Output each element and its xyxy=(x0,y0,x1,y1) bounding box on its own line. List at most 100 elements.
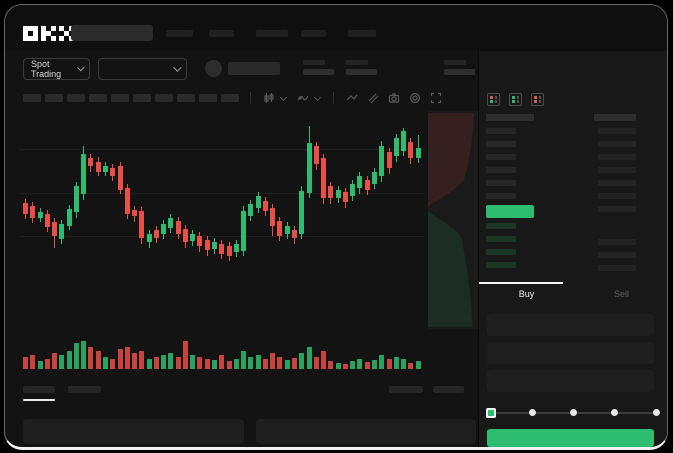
camera-icon[interactable] xyxy=(387,92,400,105)
tab-buy[interactable]: Buy xyxy=(518,289,535,299)
volume-bar xyxy=(255,355,261,369)
timeframe-button-placeholder[interactable] xyxy=(111,94,129,102)
toolbar-divider xyxy=(250,92,251,104)
bid-price-row[interactable] xyxy=(486,249,516,255)
slider-step-dot[interactable] xyxy=(652,409,660,416)
book-bids-icon[interactable] xyxy=(509,93,522,106)
order-input-placeholder[interactable] xyxy=(487,370,654,392)
ask-price-row[interactable] xyxy=(486,167,516,173)
bid-price-row[interactable] xyxy=(486,236,516,242)
timeframe-button-placeholder[interactable] xyxy=(89,94,107,102)
bottom-action-placeholder[interactable] xyxy=(433,386,464,393)
slider-step-dot[interactable] xyxy=(570,409,577,416)
timeframe-button-placeholder[interactable] xyxy=(155,94,173,102)
volume-bar xyxy=(124,347,130,369)
order-input-placeholder[interactable] xyxy=(487,314,654,336)
orderbook-left-header-placeholder xyxy=(486,114,534,121)
candle-body xyxy=(182,229,188,242)
ask-price-row[interactable] xyxy=(486,154,516,160)
ask-price-row[interactable] xyxy=(486,128,516,134)
okx-logo xyxy=(23,26,74,41)
volume-bar xyxy=(197,357,203,369)
nav-item-placeholder[interactable] xyxy=(166,30,193,37)
icon-col xyxy=(516,96,519,103)
volume-bar xyxy=(117,349,123,369)
search-input[interactable] xyxy=(71,25,153,41)
line-tool-icon[interactable] xyxy=(345,92,358,105)
bottom-input-placeholder[interactable] xyxy=(256,419,476,444)
volume-bar xyxy=(328,361,334,369)
pair-dropdown[interactable] xyxy=(98,58,187,80)
indicator-icon[interactable] xyxy=(296,92,309,105)
ask-price-row[interactable] xyxy=(486,180,516,186)
market-type-dropdown[interactable]: Spot Trading xyxy=(23,58,90,80)
orderbook-and-trade-panel: Buy Sell xyxy=(479,51,667,447)
ticker-stat-placeholder xyxy=(346,60,377,75)
candle-body xyxy=(350,184,356,196)
last-price-highlight[interactable] xyxy=(486,205,534,218)
candlestick-chart[interactable] xyxy=(19,113,425,369)
candle-type-icon[interactable] xyxy=(262,92,275,105)
slider-step-dot[interactable] xyxy=(528,409,536,416)
timeframe-button-placeholder[interactable] xyxy=(133,94,151,102)
chevron-down-icon xyxy=(313,93,322,101)
volume-bar xyxy=(284,360,290,369)
candle-body xyxy=(204,240,210,250)
stat-value-placeholder xyxy=(303,69,334,75)
timeframe-button-placeholder[interactable] xyxy=(199,94,217,102)
draw-tool-icon[interactable] xyxy=(366,92,379,105)
candle-body xyxy=(117,166,123,190)
book-combined-icon[interactable] xyxy=(487,93,500,106)
chart-toolbar xyxy=(23,91,446,105)
ask-price-row[interactable] xyxy=(486,141,516,147)
nav-item-placeholder[interactable] xyxy=(256,30,288,37)
nav-item-placeholder[interactable] xyxy=(348,30,376,37)
candle-body xyxy=(88,158,94,166)
book-asks-icon[interactable] xyxy=(531,93,544,106)
bid-price-row[interactable] xyxy=(486,223,516,229)
stat-label-placeholder xyxy=(346,60,368,65)
volume-bar xyxy=(132,353,138,369)
settings-icon[interactable] xyxy=(408,92,421,105)
order-input-placeholder[interactable] xyxy=(487,342,654,364)
ticker-stat-placeholder xyxy=(444,60,475,75)
volume-bar xyxy=(204,359,210,369)
candle-body xyxy=(44,214,50,227)
candle-body xyxy=(277,221,283,236)
volume-bar xyxy=(393,357,399,369)
bottom-input-placeholder[interactable] xyxy=(23,419,244,444)
amount-row xyxy=(598,252,636,258)
slider-handle[interactable] xyxy=(486,408,496,418)
timeframe-button-placeholder[interactable] xyxy=(23,94,41,102)
logo-letter-O xyxy=(23,26,38,41)
bottom-tab-placeholder[interactable] xyxy=(68,386,101,393)
amount-row xyxy=(598,265,636,271)
nav-item-placeholder[interactable] xyxy=(301,30,326,37)
icon-col xyxy=(494,96,497,103)
candle-body xyxy=(168,218,174,228)
candle-body xyxy=(52,222,58,236)
candle-body xyxy=(248,204,254,216)
chart-gridline xyxy=(19,149,425,150)
timeframe-button-placeholder[interactable] xyxy=(177,94,195,102)
ask-price-row[interactable] xyxy=(486,193,516,199)
buy-submit-button[interactable] xyxy=(487,429,654,447)
bottom-tab-placeholder[interactable] xyxy=(23,386,55,393)
timeframe-button-placeholder[interactable] xyxy=(45,94,63,102)
fullscreen-icon[interactable] xyxy=(429,92,442,105)
bottom-action-placeholder[interactable] xyxy=(389,386,423,393)
amount-row xyxy=(598,239,636,245)
volume-bar xyxy=(73,343,79,369)
candle-body xyxy=(408,142,414,158)
candle-body xyxy=(190,234,196,241)
slider-step-dot[interactable] xyxy=(611,409,619,416)
timeframe-button-placeholder[interactable] xyxy=(221,94,239,102)
icon-bar xyxy=(512,96,515,99)
timeframe-button-placeholder[interactable] xyxy=(67,94,85,102)
bid-price-row[interactable] xyxy=(486,262,516,268)
volume-bar xyxy=(357,359,363,369)
nav-item-placeholder[interactable] xyxy=(209,30,234,37)
volume-bar xyxy=(342,364,348,369)
volume-bar xyxy=(139,351,145,369)
tab-sell[interactable]: Sell xyxy=(613,289,629,299)
